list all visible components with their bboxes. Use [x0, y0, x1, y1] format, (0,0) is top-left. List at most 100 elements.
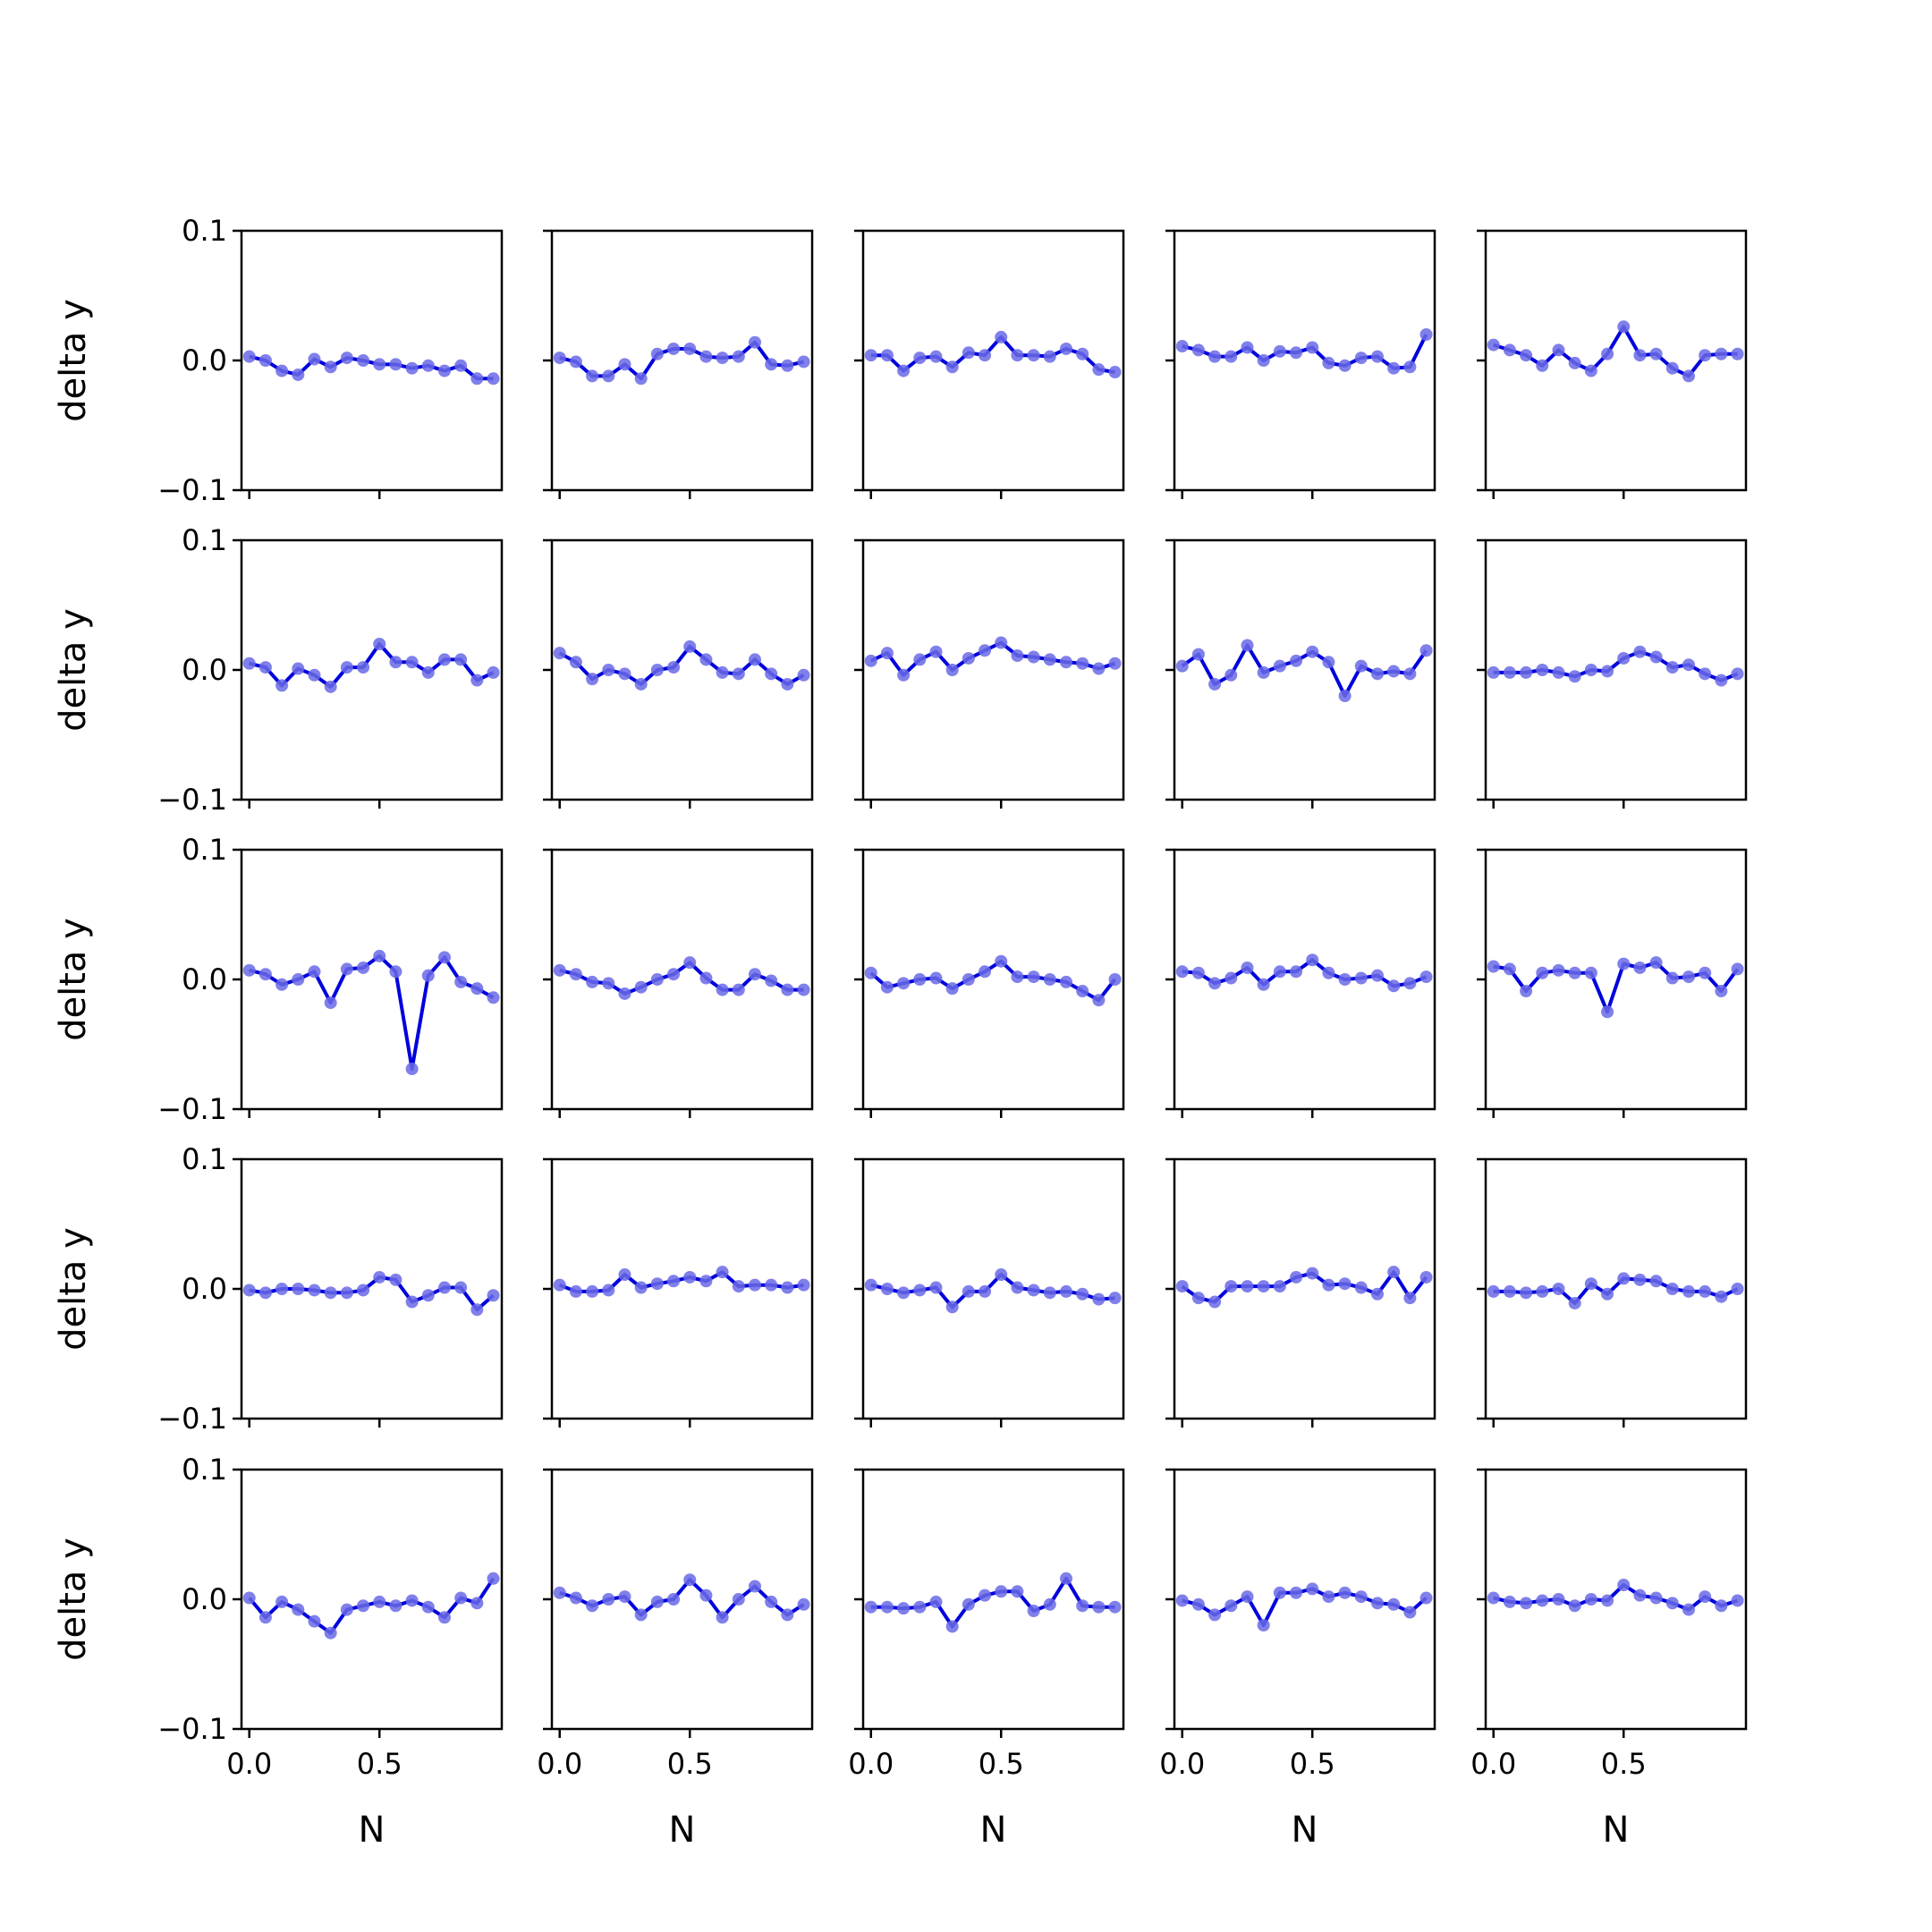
axes-frame — [240, 538, 504, 801]
data-point — [1699, 667, 1712, 681]
data-point — [1584, 1593, 1597, 1606]
data-point — [1322, 1590, 1335, 1604]
data-point — [732, 350, 745, 363]
data-point — [1665, 361, 1679, 375]
series-line — [869, 640, 1116, 677]
data-point — [1649, 1275, 1663, 1288]
data-point — [683, 1573, 697, 1587]
data-point — [1487, 1591, 1500, 1605]
data-point — [1387, 979, 1401, 993]
data-point — [864, 1278, 877, 1292]
data-point — [797, 983, 810, 996]
data-point — [929, 1281, 943, 1294]
data-point — [421, 359, 435, 372]
data-point — [1419, 328, 1433, 341]
data-point — [1617, 1272, 1631, 1285]
data-point — [1257, 1280, 1270, 1293]
data-point — [405, 1594, 419, 1607]
data-point — [1682, 369, 1695, 383]
data-point — [258, 661, 272, 674]
subplot-r3-c1: −0.1 0.0 0.1 delta y — [53, 833, 504, 1126]
data-point — [373, 949, 386, 962]
data-point — [1011, 649, 1024, 663]
data-point — [929, 645, 943, 658]
data-point — [1520, 349, 1533, 362]
series-line — [1182, 1587, 1428, 1627]
data-point — [781, 677, 794, 691]
data-point — [1568, 1296, 1581, 1309]
x-tick-label: 0.0 — [1159, 1747, 1205, 1781]
data-point — [1601, 347, 1614, 360]
y-tick-label: 0.0 — [182, 343, 227, 377]
data-point — [1503, 343, 1516, 357]
data-point — [454, 653, 468, 666]
data-point — [1403, 360, 1417, 374]
data-point — [1665, 661, 1679, 674]
series-line — [869, 959, 1117, 1003]
data-point — [634, 1608, 648, 1622]
data-point — [634, 1281, 648, 1294]
y-tick-label: −0.1 — [157, 1402, 227, 1436]
data-point — [1175, 965, 1189, 979]
data-point — [1503, 962, 1516, 976]
x-tick-label: 0.5 — [979, 1747, 1024, 1781]
data-point — [1208, 350, 1222, 363]
series-line — [559, 961, 804, 996]
data-point — [373, 1595, 386, 1608]
data-point — [340, 1286, 353, 1300]
data-point — [1027, 970, 1040, 984]
x-tick-label: 0.0 — [1470, 1747, 1516, 1781]
series-line — [249, 1275, 495, 1312]
data-point — [748, 1278, 761, 1292]
data-point — [1224, 971, 1238, 985]
y-axis-label: delta y — [53, 1227, 94, 1351]
data-point — [1273, 344, 1286, 358]
data-point — [864, 349, 877, 362]
data-point — [797, 1597, 810, 1611]
series-line — [1181, 643, 1428, 698]
data-point — [1633, 1273, 1647, 1286]
data-point — [602, 1284, 615, 1297]
data-point — [1403, 977, 1417, 990]
data-point — [781, 1608, 794, 1622]
data-point — [1354, 1590, 1368, 1604]
data-point — [586, 673, 599, 686]
data-point — [716, 983, 729, 996]
data-point — [1043, 1286, 1056, 1300]
data-point — [765, 358, 778, 371]
data-point — [242, 657, 256, 670]
data-point — [667, 1593, 681, 1606]
subplot-r3-c2 — [543, 848, 814, 1118]
data-point — [1322, 656, 1335, 669]
data-point — [667, 1275, 681, 1288]
data-point — [308, 965, 321, 979]
y-tick-label: 0.1 — [182, 1142, 227, 1176]
data-point — [913, 1284, 927, 1297]
data-point — [699, 971, 713, 985]
data-point — [1191, 966, 1205, 979]
subplot-r3-c5 — [1477, 848, 1748, 1118]
data-point — [1403, 1606, 1417, 1619]
data-point — [929, 1595, 943, 1608]
data-point — [748, 335, 761, 349]
data-point — [1027, 1284, 1040, 1297]
x-tick-label: 0.5 — [1290, 1747, 1335, 1781]
subplot-r4-c5 — [1477, 1157, 1748, 1428]
data-point — [979, 349, 992, 362]
data-point — [1175, 659, 1189, 673]
data-point — [1649, 1591, 1663, 1605]
data-point — [765, 1278, 778, 1292]
data-point — [1290, 1270, 1303, 1284]
series-line — [558, 644, 805, 686]
data-point — [308, 352, 321, 366]
data-point — [1568, 1599, 1581, 1613]
data-point — [1419, 1591, 1433, 1605]
data-point — [389, 1599, 402, 1613]
data-point — [1290, 654, 1303, 667]
data-point — [602, 369, 615, 383]
series-line — [1493, 649, 1739, 682]
data-point — [405, 1295, 419, 1309]
data-point — [1191, 1292, 1205, 1305]
data-point — [1338, 1586, 1352, 1599]
